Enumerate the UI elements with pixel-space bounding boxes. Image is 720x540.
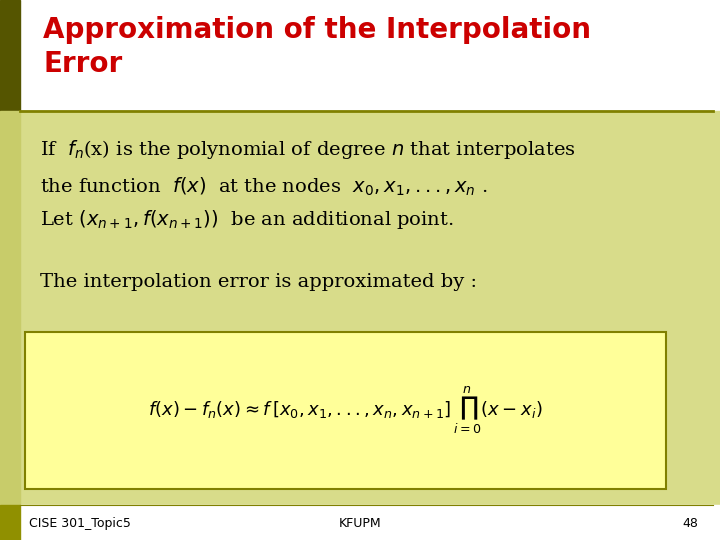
Text: If  $f_n$(x) is the polynomial of degree $n$ that interpolates: If $f_n$(x) is the polynomial of degree … — [40, 138, 575, 161]
Bar — [0, 0, 20, 111]
Bar — [0, 505, 20, 540]
FancyBboxPatch shape — [25, 332, 666, 489]
Text: the function  $f(x)$  at the nodes  $x_0, x_1,...,x_n$ .: the function $f(x)$ at the nodes $x_0, x… — [40, 176, 487, 198]
Text: Let $(x_{n+1}, f(x_{n+1}))$  be an additional point.: Let $(x_{n+1}, f(x_{n+1}))$ be an additi… — [40, 208, 454, 231]
Bar — [20, 0, 720, 111]
Bar — [20, 111, 720, 505]
Text: KFUPM: KFUPM — [338, 517, 382, 530]
Bar — [20, 505, 720, 540]
Text: 48: 48 — [683, 517, 698, 530]
Text: CISE 301_Topic5: CISE 301_Topic5 — [29, 517, 130, 530]
Bar — [0, 111, 20, 505]
Text: The interpolation error is approximated by :: The interpolation error is approximated … — [40, 273, 477, 291]
Text: Approximation of the Interpolation
Error: Approximation of the Interpolation Error — [43, 16, 591, 78]
Text: $f(x) - f_n(x) \approx f\,[x_0, x_1,...,x_n, x_{n+1}]\,\prod_{i=0}^{n}(x - x_i)$: $f(x) - f_n(x) \approx f\,[x_0, x_1,...,… — [148, 384, 543, 436]
